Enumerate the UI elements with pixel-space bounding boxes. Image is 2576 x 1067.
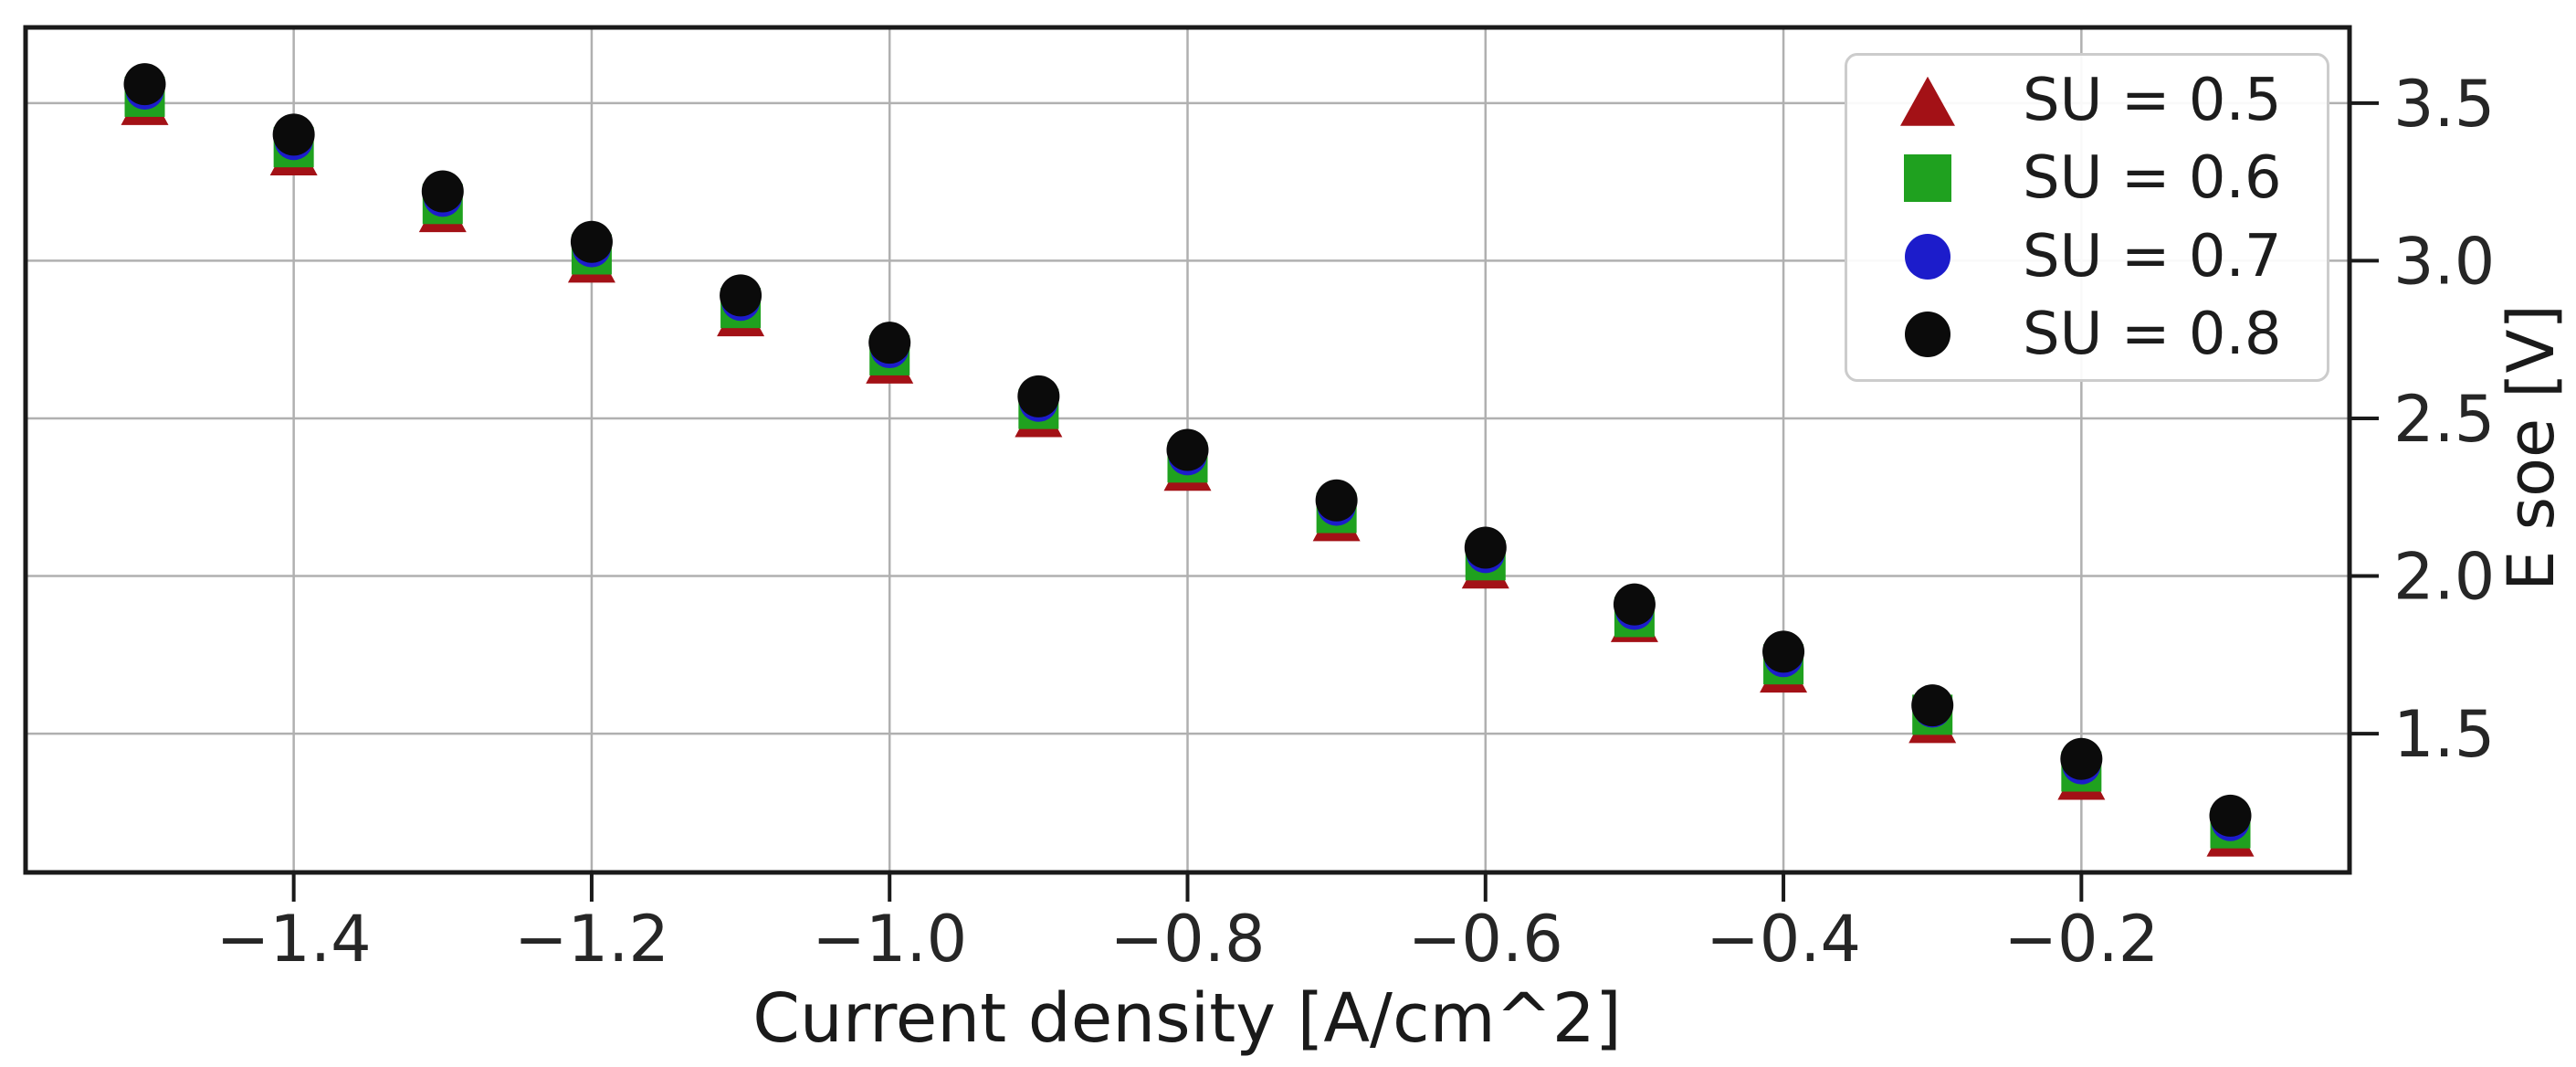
y-tick-label: 3.0: [2393, 224, 2495, 299]
y-tick-label: 2.5: [2393, 382, 2495, 457]
data-point-su-0-8: [1017, 375, 1060, 417]
x-tick-label: −1.2: [514, 902, 669, 977]
data-point-su-0-8: [570, 220, 613, 263]
data-point-su-0-8: [1911, 684, 1954, 727]
data-point-su-0-8: [1762, 630, 1805, 673]
data-point-su-0-8: [720, 274, 762, 317]
legend-label: SU = 0.8: [2023, 301, 2282, 369]
x-axis-label: Current density [A/cm^2]: [752, 979, 1622, 1058]
y-tick-label: 2.0: [2393, 540, 2495, 615]
x-tick-label: −0.8: [1110, 902, 1266, 977]
x-tick-label: −0.2: [2003, 902, 2159, 977]
x-tick-label: −1.4: [216, 902, 372, 977]
legend-circle-marker-icon: [1902, 309, 1953, 360]
x-tick-label: −0.6: [1408, 902, 1563, 977]
legend-item: SU = 0.6: [1847, 144, 2327, 212]
legend-item: SU = 0.7: [1847, 223, 2327, 291]
data-point-su-0-8: [2209, 794, 2252, 837]
legend-square-marker-icon: [1902, 153, 1953, 204]
data-point-su-0-8: [1166, 428, 1209, 471]
data-point-su-0-8: [123, 63, 166, 106]
legend-label: SU = 0.5: [2023, 66, 2282, 134]
data-point-su-0-8: [1464, 526, 1507, 569]
legend-item: SU = 0.8: [1847, 301, 2327, 368]
y-axis-label: E soe [V]: [2494, 304, 2569, 591]
legend-triangle-marker-icon: [1902, 75, 1953, 126]
data-point-su-0-8: [1315, 479, 1358, 522]
legend-label: SU = 0.7: [2023, 222, 2282, 291]
legend-label: SU = 0.6: [2023, 144, 2282, 213]
data-point-su-0-8: [868, 322, 911, 364]
x-tick-label: −1.0: [812, 902, 967, 977]
legend-item: SU = 0.5: [1847, 67, 2327, 134]
data-point-su-0-8: [2060, 737, 2103, 780]
data-point-su-0-8: [421, 170, 464, 213]
x-tick-label: −0.4: [1706, 902, 1861, 977]
y-tick-label: 3.5: [2393, 67, 2495, 142]
data-point-su-0-8: [1613, 583, 1656, 626]
y-tick-label: 1.5: [2393, 697, 2495, 772]
legend: SU = 0.5 SU = 0.6 SU = 0.7 SU = 0.8: [1845, 53, 2329, 382]
data-point-su-0-8: [272, 113, 315, 156]
legend-circle-marker-icon: [1902, 231, 1953, 282]
